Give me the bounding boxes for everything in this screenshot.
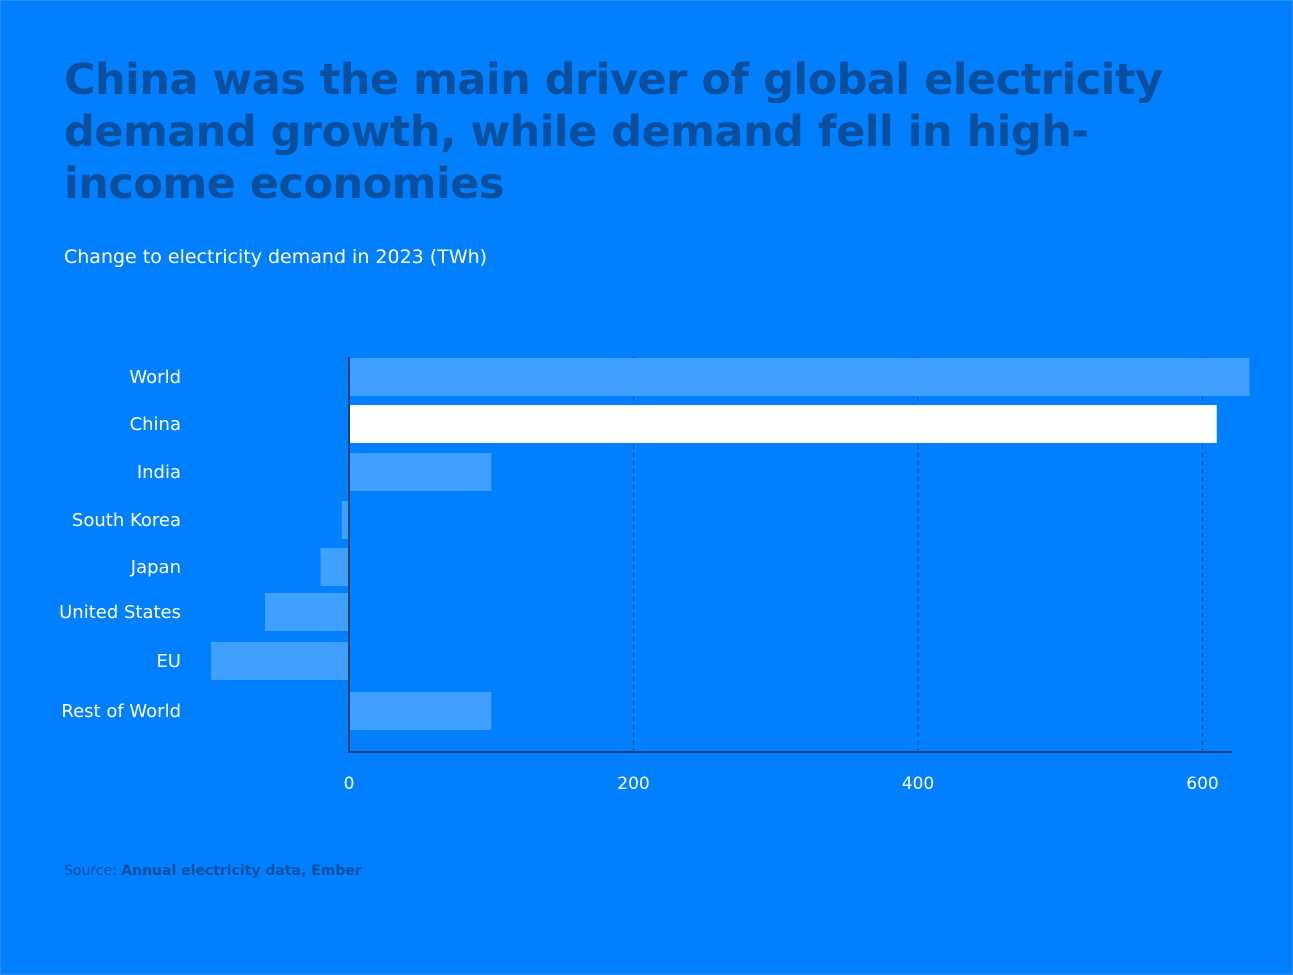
bar-india xyxy=(350,453,492,491)
category-label-south-korea: South Korea xyxy=(72,510,181,531)
source-note: Source: Annual electricity data, Ember xyxy=(64,863,362,879)
x-tick-label-200: 200 xyxy=(617,774,649,794)
category-label-united-states: United States xyxy=(59,602,181,623)
x-tick-label-0: 0 xyxy=(344,774,355,794)
category-label-china: China xyxy=(130,414,181,435)
category-label-japan: Japan xyxy=(130,557,181,578)
category-label-rest-of-world: Rest of World xyxy=(61,701,181,722)
x-tick-label-400: 400 xyxy=(902,774,934,794)
bars xyxy=(211,358,1250,730)
bar-china xyxy=(350,405,1217,443)
chart-title: China was the main driver of global elec… xyxy=(64,55,1163,209)
bar-rest-of-world xyxy=(350,692,492,730)
bar-united-states xyxy=(265,593,348,631)
x-tick-label-600: 600 xyxy=(1186,774,1218,794)
category-label-eu: EU xyxy=(156,651,181,672)
category-label-world: World xyxy=(129,367,181,388)
bar-south-korea xyxy=(341,501,348,539)
bar-japan xyxy=(320,548,348,586)
category-labels: World China India South Korea Japan United St… xyxy=(59,367,181,722)
source-link[interactable]: Annual electricity data, Ember xyxy=(121,863,362,879)
tick-labels: 0 200 400 600 xyxy=(344,774,1219,794)
category-label-india: India xyxy=(137,462,181,483)
bar-eu xyxy=(211,642,348,680)
chart-subtitle: Change to electricity demand in 2023 (TW… xyxy=(64,246,488,268)
source-prefix: Source: xyxy=(64,863,122,879)
bar-world xyxy=(350,358,1250,396)
axes xyxy=(348,357,1232,753)
